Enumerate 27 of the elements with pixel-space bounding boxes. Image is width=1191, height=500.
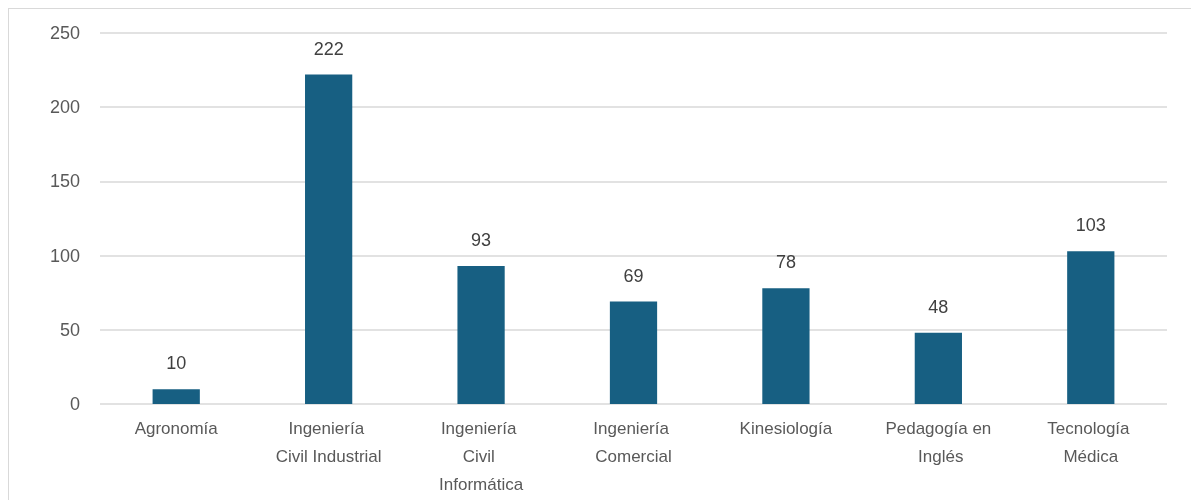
bar [609, 301, 658, 404]
data-label: 10 [166, 353, 187, 374]
data-label: 222 [313, 38, 344, 59]
x-tick-label: Ingeniería Comercial [593, 418, 674, 466]
y-tick-label: 150 [49, 171, 80, 192]
x-tick-label: Ingeniería Civil Informática [439, 418, 524, 494]
data-label: 69 [623, 265, 644, 286]
x-tick-label: Tecnología Médica [1047, 418, 1135, 466]
y-tick-label: 50 [59, 319, 80, 340]
bar [914, 332, 962, 404]
bar [152, 389, 200, 404]
bar [457, 265, 505, 404]
y-tick-label: 250 [49, 23, 80, 43]
data-label: 103 [1075, 215, 1106, 236]
x-tick-label: Agronomía [134, 418, 219, 438]
bar [762, 288, 810, 404]
y-tick-label: 200 [49, 97, 80, 118]
x-tick-label: Kinesiología [739, 418, 833, 438]
data-label: 93 [471, 229, 492, 250]
y-tick-label: 0 [69, 394, 80, 414]
x-tick-label: Pedagogía en Inglés [885, 418, 992, 466]
data-label: 48 [928, 296, 949, 317]
data-label: 78 [775, 252, 796, 273]
bar [305, 74, 353, 404]
x-tick-label: Ingeniería Civil Industrial [275, 418, 382, 466]
y-tick-label: 100 [49, 245, 80, 266]
bar [1067, 251, 1115, 404]
